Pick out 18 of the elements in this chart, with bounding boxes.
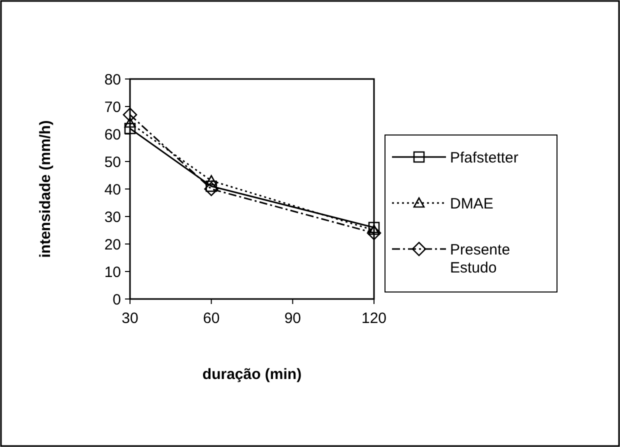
y-tick-label: 40 [104, 181, 121, 198]
y-tick-label: 50 [104, 154, 121, 171]
y-tick-label: 60 [104, 126, 121, 144]
legend-label: DMAE [450, 195, 494, 212]
x-tick-label: 90 [284, 310, 302, 327]
legend-label: Pfafstetter [450, 149, 518, 166]
y-tick-label: 0 [112, 291, 121, 308]
y-tick-label: 70 [104, 98, 121, 116]
y-axis-title: intensidade (mm/h) [37, 120, 54, 258]
x-axis-title: duração (min) [202, 366, 302, 383]
x-tick-label: 120 [361, 310, 387, 327]
x-tick-label: 30 [122, 310, 138, 327]
x-tick-label: 60 [202, 310, 220, 327]
y-tick-label: 30 [104, 208, 121, 226]
y-tick-label: 10 [104, 264, 121, 281]
y-tick-label: 20 [104, 236, 121, 254]
legend-label: Presente Estudo [450, 241, 510, 276]
y-tick-label: 80 [104, 71, 121, 88]
